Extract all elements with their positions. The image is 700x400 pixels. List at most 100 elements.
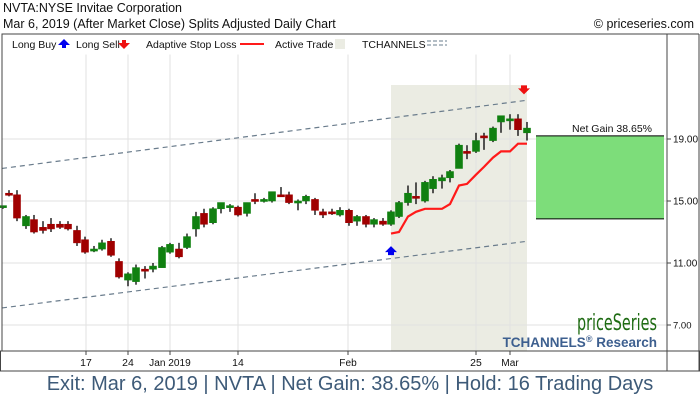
legend-active-trade-label: Active Trade [275, 39, 334, 51]
candle [158, 245, 166, 268]
candle [217, 202, 225, 214]
legend-long-buy-label: Long Buy [12, 39, 57, 51]
y-tick-label: 7.00 [673, 321, 692, 332]
candle [141, 266, 149, 279]
net-gain-label: Net Gain 38.65% [572, 123, 652, 135]
candle [523, 121, 531, 141]
legend-tchannels-label: TCHANNELS [362, 39, 426, 51]
candle [56, 221, 64, 229]
long-buy-arrow-icon [385, 246, 397, 256]
buy-arrow-icon [58, 39, 70, 48]
tchannel-upper-line [1, 99, 528, 170]
chart-subtitle: Mar 6, 2019 (After Market Close) Splits … [3, 17, 336, 31]
candle [514, 114, 522, 136]
candle [22, 214, 30, 229]
candle [175, 242, 183, 259]
active-trade-region [391, 85, 527, 351]
candle [251, 193, 259, 205]
candle [438, 174, 446, 189]
candle [379, 218, 387, 226]
candle [446, 170, 454, 183]
y-tick-label: 15.00 [673, 197, 698, 208]
x-axis-ticks: 17 24 Jan 2019 14 Feb 25 Mar [80, 351, 519, 369]
candle [0, 205, 7, 209]
candle [226, 204, 234, 212]
brand-subtitle: TCHANNELS® Research [503, 334, 657, 350]
x-tick-label: 25 [470, 358, 482, 369]
candle [234, 205, 242, 217]
net-gain-box [536, 135, 664, 219]
candle [421, 180, 429, 203]
tchannel-lower-line [1, 240, 528, 309]
candle [497, 115, 505, 133]
candle [387, 210, 395, 226]
candle [362, 214, 370, 228]
legend-long-sell-label: Long Sell [76, 39, 120, 51]
vertical-gridlines [85, 34, 511, 351]
candle [302, 194, 310, 205]
legend-box [2, 34, 667, 54]
sell-arrow-icon [118, 40, 130, 49]
candle [73, 225, 81, 246]
candle [489, 126, 497, 143]
candle [463, 145, 471, 160]
candle [81, 236, 89, 254]
candle [200, 208, 208, 228]
adaptive-stop-loss-line [390, 142, 527, 235]
candle [319, 208, 327, 219]
chart-title: NVTA:NYSE Invitae Corporation [3, 1, 183, 15]
candle [294, 199, 302, 211]
candle [243, 202, 251, 217]
candle [277, 187, 285, 198]
candle [30, 214, 38, 234]
legend-stop-loss-label: Adaptive Stop Loss [146, 39, 236, 51]
candle [90, 245, 98, 253]
candle [285, 191, 293, 205]
candle [64, 221, 72, 231]
y-tick-label: 19.00 [673, 135, 698, 146]
x-tick-label: 17 [80, 358, 92, 369]
candle [13, 190, 21, 222]
candle [370, 218, 378, 228]
candle [395, 201, 403, 219]
candle [183, 233, 191, 250]
trade-summary: Exit: Mar 6, 2019 | NVTA | Net Gain: 38.… [46, 373, 654, 395]
candle [166, 242, 174, 254]
candle [149, 263, 157, 273]
x-tick-label: 24 [122, 358, 134, 369]
candle [506, 114, 514, 130]
candle [455, 143, 463, 169]
candle [5, 190, 13, 197]
copyright-link[interactable]: © priceseries.com [593, 17, 694, 31]
candle [404, 185, 412, 206]
x-tick-label: Mar [501, 358, 519, 369]
candle [311, 197, 319, 215]
candle [47, 218, 55, 232]
candle [345, 208, 353, 226]
candle [268, 191, 276, 203]
candle [98, 239, 106, 251]
candle [124, 272, 132, 287]
candle [107, 238, 115, 257]
candle [336, 207, 344, 217]
x-tick-label: 14 [232, 358, 244, 369]
candle [412, 182, 420, 205]
candlesticks [0, 114, 531, 287]
candle [132, 264, 140, 285]
candle [115, 258, 123, 279]
candle [260, 197, 268, 203]
candle [472, 132, 480, 153]
long-sell-arrow-icon [518, 85, 530, 95]
trade-signals [385, 85, 530, 256]
y-tick-label: 11.00 [673, 259, 698, 270]
price-chart: Net Gain 38.65% Long Buy Long Sell Adapt… [0, 33, 700, 372]
x-tick-label: Jan 2019 [149, 358, 191, 369]
brand-name: priceSeries [577, 311, 657, 336]
y-axis-ticks: 7.00 11.00 15.00 19.00 [667, 135, 698, 332]
candle [429, 176, 437, 194]
candle [39, 221, 47, 234]
candle [353, 214, 361, 226]
candle [209, 207, 217, 225]
candle [480, 132, 488, 150]
x-tick-label: Feb [339, 358, 357, 369]
